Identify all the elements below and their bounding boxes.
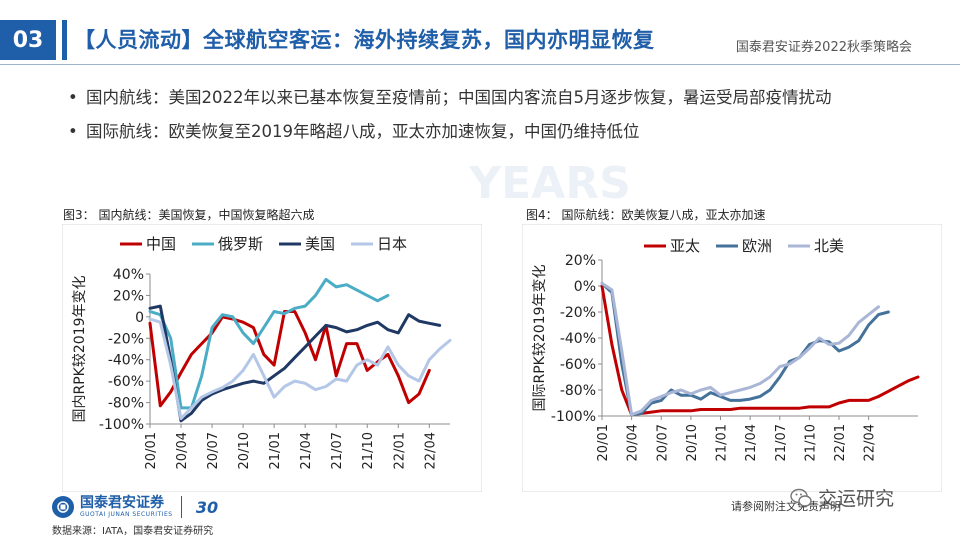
figure4-label: 图4： [526, 208, 558, 222]
y-tick-label: 40% [113, 267, 144, 283]
y-tick-label: -100% [99, 417, 144, 433]
badge-stripe [62, 20, 67, 60]
report-name: 国泰君安证券2022秋季策略会 [735, 40, 912, 55]
legend-label: 美国 [305, 235, 335, 253]
y-tick-label: -40% [560, 331, 596, 347]
summary-bullets: • 国内航线：美国2022年以来已基本恢复至疫情前；中国国内客流自5月逐步恢复，暑… [68, 84, 832, 152]
page-title: 【人员流动】全球航空客运：海外持续复苏，国内亦明显恢复 [74, 28, 655, 52]
y-tick-label: 20% [113, 288, 144, 304]
series-line [600, 281, 890, 417]
x-tick-label: 20/04 [175, 432, 190, 469]
data-source: 数据来源：IATA，国泰君安证券研究 [52, 526, 214, 537]
y-tick-label: -60% [560, 357, 596, 373]
company-logo: 国泰君安证券 GUOTAI JUNAN SECURITIES 30 [52, 496, 224, 518]
wechat-icon [790, 488, 812, 507]
y-tick-label: -20% [108, 331, 144, 347]
logo-name-en: GUOTAI JUNAN SECURITIES [80, 511, 173, 518]
x-tick-label: 22/04 [423, 432, 438, 469]
y-tick-label: -100% [551, 409, 596, 425]
bullet-marker: • [68, 88, 78, 107]
x-tick-label: 22/01 [833, 424, 848, 461]
y-axis-label: 国际RPK较2019年变化 [532, 265, 548, 412]
x-tick-label: 20/01 [144, 432, 159, 469]
bullet-text: 国际航线：欧美恢复至2019年略超八成，亚太亦加速恢复，中国仍维持低位 [86, 122, 640, 141]
x-tick-label: 20/10 [237, 432, 252, 469]
y-axis-label: 国内RPK较2019年变化 [72, 276, 88, 423]
x-tick-label: 21/04 [299, 432, 314, 469]
series-line [148, 304, 442, 423]
figure4-caption: 图4： 国际航线：欧美恢复八成，亚太亦加速 [526, 206, 765, 223]
x-tick-label: 20/10 [685, 424, 700, 461]
y-tick-label: -80% [560, 383, 596, 399]
logo-text: 国泰君安证券 GUOTAI JUNAN SECURITIES [80, 495, 173, 519]
x-tick-label: 21/01 [715, 424, 730, 461]
bullet-domestic: • 国内航线：美国2022年以来已基本恢复至疫情前；中国国内客流自5月逐步恢复，暑… [68, 84, 832, 108]
series-line [148, 317, 452, 421]
y-tick-label: -40% [108, 353, 144, 369]
chart-frame [62, 224, 482, 492]
x-tick-label: 22/04 [863, 424, 878, 461]
figure3-caption: 图3： 国内航线：美国恢复，中国恢复略超六成 [63, 206, 314, 223]
x-tick-label: 21/07 [774, 424, 789, 461]
legend-label: 日本 [377, 235, 407, 253]
x-tick-label: 20/07 [655, 424, 670, 461]
title-divider [0, 64, 960, 65]
watermark-anniversary-graphic: YEARS [468, 158, 631, 209]
x-tick-label: 22/01 [392, 432, 407, 469]
legend-label: 中国 [146, 235, 176, 253]
legend-label: 亚太 [670, 237, 700, 255]
x-tick-label: 21/01 [268, 432, 283, 469]
y-tick-label: -60% [108, 374, 144, 390]
watermark-text: YEARS [468, 158, 631, 209]
x-tick-label: 21/07 [330, 432, 345, 469]
wechat-watermark: 交运研究 [790, 484, 894, 511]
domestic-rpk-chart: -100% -80% -60% -40% -20% 0 20% 40% 20/01 20/04 20… [62, 224, 482, 492]
x-tick-label: 20/01 [596, 424, 611, 461]
x-tick-label: 21/10 [361, 432, 376, 469]
legend-label: 欧洲 [742, 237, 772, 255]
wechat-account-name: 交运研究 [818, 488, 895, 510]
y-tick-label: -80% [108, 396, 144, 412]
logo-emblem-icon [52, 496, 74, 518]
x-tick-label: 20/07 [206, 432, 221, 469]
bullet-marker: • [68, 122, 78, 141]
anniversary-badge-icon: 30 [195, 498, 217, 517]
anniversary-badge-text: 30 [195, 498, 217, 517]
disclaimer-text: 请参阅附注文免责声明 [731, 500, 841, 513]
x-tick-label: 20/04 [626, 424, 641, 461]
logo-separator [180, 496, 182, 518]
bullet-text: 国内航线：美国2022年以来已基本恢复至疫情前；中国国内客流自5月逐步恢复，暑运… [86, 88, 832, 107]
figure3-title: 国内航线：美国恢复，中国恢复略超六成 [98, 208, 315, 222]
badge-gap [56, 20, 62, 60]
series-line [600, 284, 920, 417]
y-tick-label: -20% [560, 305, 596, 321]
logo-name-cn: 国泰君安证券 [80, 495, 164, 511]
legend-label: 北美 [814, 237, 844, 255]
y-tick-label: 0 [135, 310, 144, 326]
legend-label: 俄罗斯 [218, 235, 263, 253]
series-line [600, 281, 880, 417]
y-tick-label: 20% [565, 253, 596, 269]
figure3-label: 图3： [63, 208, 95, 222]
international-rpk-chart: -100% -80% -60% -40% -20% 0% 20% 20/01 20/04 20/0… [522, 224, 942, 492]
bullet-international: • 国际航线：欧美恢复至2019年略超八成，亚太亦加速恢复，中国仍维持低位 [68, 118, 832, 142]
x-tick-label: 21/04 [744, 424, 759, 461]
figure4-title: 国际航线：欧美恢复八成，亚太亦加速 [561, 208, 766, 222]
y-tick-label: 0% [574, 279, 596, 295]
x-tick-label: 21/10 [803, 424, 818, 461]
section-number-badge: 03 [0, 20, 56, 60]
chart-frame [522, 224, 942, 492]
